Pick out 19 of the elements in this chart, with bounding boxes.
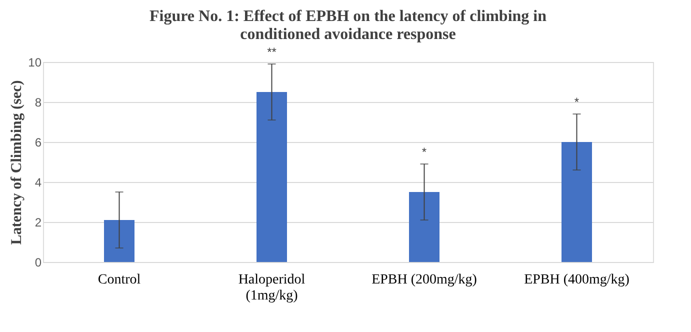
x-tick-label: EPBH (400mg/kg)	[524, 272, 630, 288]
bar	[409, 192, 440, 262]
bar	[562, 142, 592, 262]
data-label: **	[267, 45, 277, 59]
data-label: *	[422, 145, 427, 159]
bar	[104, 220, 134, 262]
y-tick-label: 4	[34, 176, 42, 190]
y-tick-label: 6	[34, 136, 42, 150]
y-axis-title: Latency of Climbing (sec)	[9, 80, 26, 245]
y-tick-label: 10	[28, 56, 42, 70]
data-label: *	[574, 95, 580, 109]
x-tick-label: Control	[98, 272, 141, 288]
x-tick-label: EPBH (200mg/kg)	[372, 272, 478, 288]
chart-title: Figure No. 1: Effect of EPBH on the latency of climbing in conditioned avoidance response	[150, 8, 547, 43]
bar	[256, 92, 287, 262]
y-tick-label: 8	[34, 96, 42, 110]
y-tick-label: 0	[34, 256, 42, 270]
y-tick-label: 2	[34, 216, 42, 230]
x-tick-label: Haloperidol (1mg/kg)	[238, 272, 306, 304]
